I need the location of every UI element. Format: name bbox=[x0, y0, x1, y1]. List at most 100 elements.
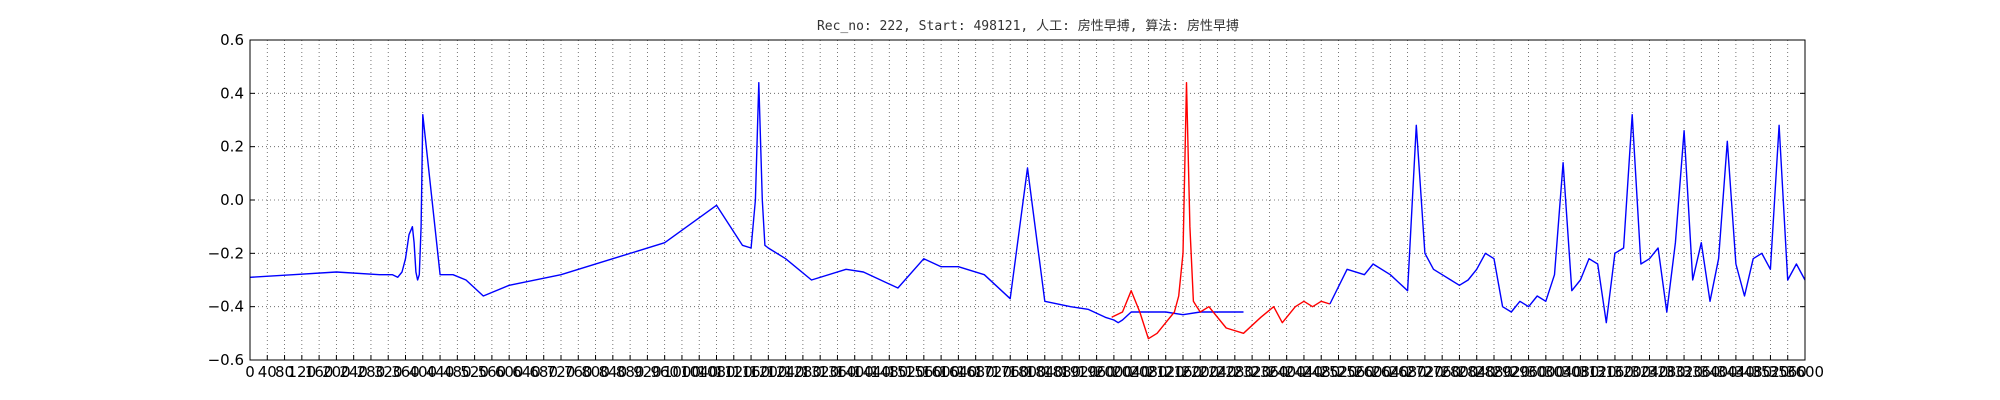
x-tick-label: 3120 bbox=[1579, 363, 1617, 381]
x-tick-label: 1480 bbox=[870, 363, 908, 381]
x-tick-label: 760 bbox=[564, 363, 593, 381]
x-tick-label: 2480 bbox=[1302, 363, 1340, 381]
y-tick-label: 0.2 bbox=[220, 138, 244, 156]
y-tick-label: −0.2 bbox=[208, 244, 244, 262]
x-tick-label: 3560 bbox=[1769, 363, 1807, 381]
x-tick-label: 2200 bbox=[1181, 363, 1219, 381]
x-tick-label: 2720 bbox=[1406, 363, 1444, 381]
x-tick-label: 1960 bbox=[1078, 363, 1116, 381]
x-axis: 0 408012016020024028032036040044048052056… bbox=[245, 355, 1824, 381]
x-tick-label: 2080 bbox=[1129, 363, 1167, 381]
x-tick-label: 1200 bbox=[749, 363, 787, 381]
x-tick-label: 1520 bbox=[887, 363, 925, 381]
x-tick-label: 2520 bbox=[1319, 363, 1357, 381]
x-tick-label: 1680 bbox=[957, 363, 995, 381]
x-tick-label: 1440 bbox=[853, 363, 891, 381]
x-tick-label: 1400 bbox=[836, 363, 874, 381]
x-tick-label: 800 bbox=[581, 363, 610, 381]
x-tick-label: 2600 bbox=[1354, 363, 1392, 381]
x-tick-label: 600 bbox=[495, 363, 524, 381]
x-tick-label: 2000 bbox=[1095, 363, 1133, 381]
x-tick-label: 240 bbox=[339, 363, 368, 381]
x-tick-label: 120 bbox=[288, 363, 317, 381]
x-tick-label: 1000 bbox=[663, 363, 701, 381]
x-tick-label: 1920 bbox=[1060, 363, 1098, 381]
x-tick-label: 1280 bbox=[784, 363, 822, 381]
x-tick-label: 1600 bbox=[922, 363, 960, 381]
x-tick-label: 3200 bbox=[1613, 363, 1651, 381]
x-tick-label: 1720 bbox=[974, 363, 1012, 381]
x-tick-label: 1320 bbox=[801, 363, 839, 381]
x-tick-label: 680 bbox=[529, 363, 558, 381]
y-tick-label: −0.4 bbox=[208, 298, 244, 316]
x-tick-label: 720 bbox=[547, 363, 576, 381]
x-tick-label: 2560 bbox=[1337, 363, 1375, 381]
x-tick-label: 1640 bbox=[939, 363, 977, 381]
x-tick-label: 0 bbox=[245, 363, 255, 381]
x-tick-label: 1880 bbox=[1043, 363, 1081, 381]
x-tick-label: 2800 bbox=[1440, 363, 1478, 381]
x-tick-label: 360 bbox=[391, 363, 420, 381]
y-tick-label: −0.6 bbox=[208, 351, 244, 369]
x-tick-label: 840 bbox=[599, 363, 628, 381]
series-layer bbox=[249, 81, 1806, 340]
x-tick-label: 1560 bbox=[905, 363, 943, 381]
series-line-2 bbox=[1111, 81, 1331, 340]
x-tick-label: 200 bbox=[322, 363, 351, 381]
x-tick-label: 1040 bbox=[680, 363, 718, 381]
x-tick-label: 3080 bbox=[1561, 363, 1599, 381]
x-tick-label: 400 bbox=[408, 363, 437, 381]
x-tick-label: 1120 bbox=[715, 363, 753, 381]
x-tick-label: 2120 bbox=[1147, 363, 1185, 381]
x-tick-label: 880 bbox=[616, 363, 645, 381]
x-tick-label: 3480 bbox=[1734, 363, 1772, 381]
x-tick-label: 440 bbox=[426, 363, 455, 381]
x-tick-label: 2040 bbox=[1112, 363, 1150, 381]
x-tick-label: 960 bbox=[650, 363, 679, 381]
x-tick-label: 3600 bbox=[1786, 363, 1824, 381]
x-tick-label: 1800 bbox=[1008, 363, 1046, 381]
x-tick-label: 2440 bbox=[1285, 363, 1323, 381]
x-tick-label: 2160 bbox=[1164, 363, 1202, 381]
x-tick-label: 40 bbox=[258, 363, 277, 381]
x-tick-label: 2760 bbox=[1423, 363, 1461, 381]
x-tick-label: 520 bbox=[460, 363, 489, 381]
x-tick-label: 2280 bbox=[1216, 363, 1254, 381]
x-tick-label: 920 bbox=[633, 363, 662, 381]
y-axis: 0.6 0.4 0.2 0.0 −0.2 −0.4 −0.6 bbox=[208, 31, 1805, 369]
y-tick-label: 0.6 bbox=[220, 31, 244, 49]
x-tick-label: 3400 bbox=[1700, 363, 1738, 381]
x-tick-label: 2320 bbox=[1233, 363, 1271, 381]
grid-layer bbox=[250, 40, 1805, 360]
x-tick-label: 2920 bbox=[1492, 363, 1530, 381]
x-tick-label: 2680 bbox=[1389, 363, 1427, 381]
x-tick-label: 1360 bbox=[818, 363, 856, 381]
x-tick-label: 2960 bbox=[1509, 363, 1547, 381]
x-tick-label: 3360 bbox=[1682, 363, 1720, 381]
x-tick-label: 160 bbox=[305, 363, 334, 381]
x-tick-label: 320 bbox=[374, 363, 403, 381]
y-tick-label: 0.0 bbox=[220, 191, 244, 209]
x-tick-label: 3440 bbox=[1717, 363, 1755, 381]
x-tick-label: 1240 bbox=[767, 363, 805, 381]
x-tick-label: 1760 bbox=[991, 363, 1029, 381]
x-tick-label: 1160 bbox=[732, 363, 770, 381]
x-tick-label: 80 bbox=[275, 363, 294, 381]
x-tick-label: 2240 bbox=[1198, 363, 1236, 381]
series-line-1 bbox=[249, 81, 1244, 324]
x-tick-label: 2640 bbox=[1371, 363, 1409, 381]
x-tick-label: 2840 bbox=[1458, 363, 1496, 381]
x-tick-label: 3240 bbox=[1630, 363, 1668, 381]
x-tick-label: 3160 bbox=[1596, 363, 1634, 381]
x-tick-label: 3000 bbox=[1527, 363, 1565, 381]
x-tick-label: 3040 bbox=[1544, 363, 1582, 381]
x-tick-label: 280 bbox=[357, 363, 386, 381]
x-tick-label: 560 bbox=[478, 363, 507, 381]
x-tick-label: 480 bbox=[443, 363, 472, 381]
x-tick-label: 1080 bbox=[697, 363, 735, 381]
x-tick-label: 2880 bbox=[1475, 363, 1513, 381]
x-tick-label: 1840 bbox=[1026, 363, 1064, 381]
x-tick-label: 640 bbox=[512, 363, 541, 381]
